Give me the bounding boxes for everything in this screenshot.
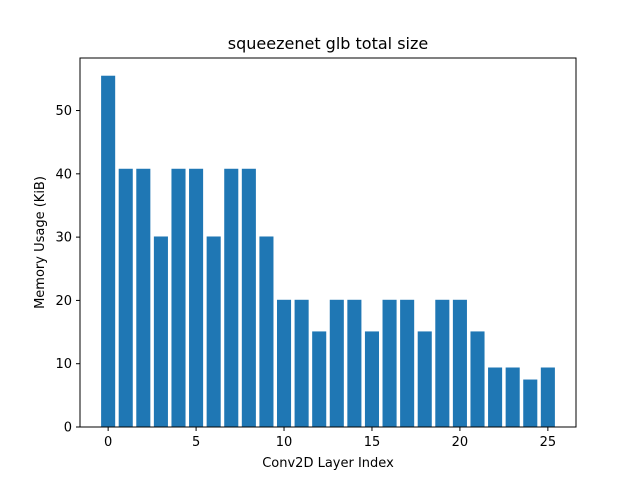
bar-layer-12 [312,331,327,427]
bar-layer-6 [206,236,221,427]
bar-layer-3 [153,236,168,427]
bar-layer-0 [101,75,116,427]
x-tick-label: 5 [192,435,200,450]
y-tick-label: 20 [55,294,72,309]
bar-layer-20 [452,299,467,427]
x-tick-label: 0 [104,435,112,450]
y-tick-label: 50 [55,104,72,119]
bar-layer-2 [136,168,151,427]
bar-layer-25 [540,367,555,427]
y-tick-label: 30 [55,231,72,246]
x-axis-ticks: 0 5 10 15 20 25 [104,427,556,450]
bar-layer-21 [470,331,485,427]
bar-layer-11 [294,299,309,427]
bar-layer-5 [189,168,204,427]
bar-layer-8 [241,168,256,427]
bar-layer-17 [400,299,415,427]
bar-layer-15 [364,331,380,427]
chart-title: squeezenet glb total size [228,34,428,53]
bar-layer-4 [171,168,186,427]
bar-layer-7 [224,168,239,427]
y-tick-label: 40 [55,167,72,182]
x-tick-label: 10 [276,435,293,450]
bar-layer-16 [382,299,397,427]
bar-layer-13 [329,299,344,427]
bar-layer-19 [435,299,450,427]
x-tick-label: 15 [364,435,381,450]
bar-layer-1 [118,168,133,427]
bars-group [101,75,555,427]
y-axis-label: Memory Usage (KiB) [33,176,48,309]
x-tick-label: 20 [452,435,469,450]
bar-layer-24 [523,379,538,427]
x-axis-label: Conv2D Layer Index [262,456,394,471]
x-tick-label: 25 [540,435,557,450]
bar-layer-22 [488,367,503,427]
y-tick-label: 10 [55,357,72,372]
bar-layer-18 [417,331,432,427]
plot-frame [79,57,577,428]
bar-layer-10 [276,299,292,427]
bar-layer-9 [259,236,274,427]
y-axis-ticks: 0 10 20 30 40 50 [55,104,80,436]
bar-layer-14 [347,299,362,427]
y-tick-label: 0 [64,421,72,436]
bar-layer-23 [505,367,520,427]
